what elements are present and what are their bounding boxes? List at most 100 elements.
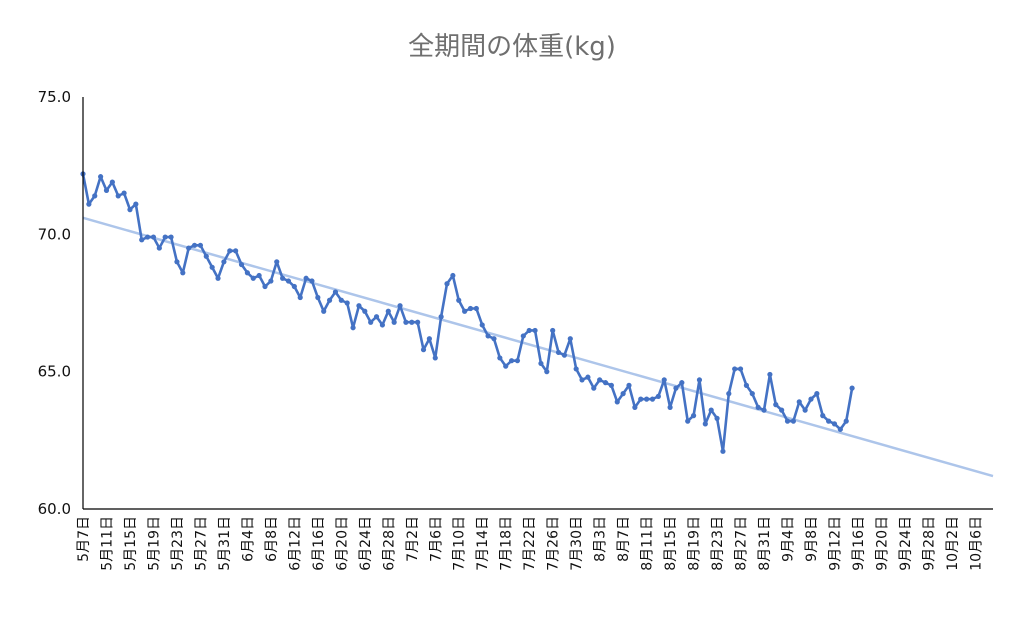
- data-point: [473, 305, 479, 312]
- x-tick-label: 5月31日: [217, 516, 233, 571]
- data-point: [233, 248, 239, 254]
- data-point: [573, 366, 579, 372]
- data-point: [802, 407, 808, 413]
- data-point: [215, 275, 221, 281]
- data-point: [420, 347, 427, 353]
- x-tick-label: 5月11日: [99, 516, 115, 571]
- data-point: [109, 179, 115, 185]
- x-tick-label: 10月2日: [945, 516, 961, 571]
- data-point: [579, 377, 585, 383]
- x-tick-label: 9月4日: [781, 516, 797, 562]
- x-tick-label: 5月7日: [76, 516, 92, 562]
- data-point: [262, 283, 268, 290]
- data-point: [180, 270, 186, 276]
- data-point: [702, 421, 708, 427]
- x-tick-label: 7月22日: [522, 516, 538, 571]
- data-point: [456, 297, 462, 303]
- x-tick-label: 8月27日: [734, 516, 750, 571]
- data-point: [344, 300, 350, 306]
- data-point: [338, 297, 344, 303]
- data-point: [808, 396, 814, 402]
- data-point: [98, 174, 104, 180]
- data-point: [661, 377, 667, 383]
- x-tick-label: 9月12日: [827, 516, 843, 571]
- data-point: [86, 201, 92, 207]
- x-tick-label: 6月16日: [311, 516, 327, 571]
- data-point: [332, 289, 339, 295]
- data-point: [368, 319, 374, 325]
- data-point: [103, 187, 110, 193]
- x-tick-label: 6月8日: [264, 516, 280, 562]
- data-point: [150, 234, 157, 240]
- data-point: [620, 391, 626, 397]
- data-point: [520, 333, 526, 339]
- data-point: [720, 448, 726, 454]
- x-tick-label: 9月20日: [874, 516, 890, 571]
- data-point: [191, 242, 198, 248]
- x-tick-label: 9月24日: [898, 516, 914, 571]
- data-point: [203, 253, 209, 259]
- data-point: [602, 380, 609, 386]
- x-tick-label: 9月16日: [851, 516, 867, 571]
- data-point: [156, 245, 162, 251]
- x-tick-label: 7月30日: [569, 516, 585, 571]
- data-point: [186, 245, 192, 251]
- series-line: [81, 173, 854, 453]
- data-point: [127, 207, 133, 213]
- y-tick-labels: 75.0 70.0 65.0 60.0: [38, 88, 71, 518]
- data-point: [743, 382, 750, 388]
- data-point: [415, 319, 421, 325]
- data-point: [297, 294, 303, 301]
- data-point: [280, 275, 286, 281]
- data-point: [679, 380, 685, 386]
- data-point: [350, 325, 356, 331]
- data-point: [532, 327, 538, 334]
- data-point: [597, 377, 603, 383]
- data-point: [638, 396, 644, 402]
- data-point: [139, 237, 145, 243]
- data-point: [162, 234, 168, 240]
- data-point: [843, 418, 849, 424]
- data-point: [373, 314, 380, 320]
- data-point: [544, 369, 550, 375]
- data-points: [80, 171, 855, 454]
- data-point: [479, 322, 485, 328]
- data-point: [409, 319, 415, 325]
- data-point: [238, 261, 245, 268]
- data-point: [591, 385, 597, 391]
- x-tick-label: 8月15日: [663, 516, 679, 571]
- data-point: [121, 190, 127, 196]
- data-point: [644, 396, 650, 402]
- data-point: [831, 421, 838, 427]
- x-tick-label: 7月26日: [546, 516, 562, 571]
- x-tick-label: 8月3日: [593, 516, 609, 562]
- x-tick-label: 6月24日: [358, 516, 374, 571]
- data-point: [849, 385, 855, 391]
- data-point: [732, 366, 738, 372]
- data-point: [362, 308, 368, 314]
- data-point: [773, 402, 779, 408]
- data-point: [397, 303, 403, 309]
- data-point: [174, 259, 180, 265]
- x-tick-label: 8月19日: [687, 516, 703, 571]
- data-point: [285, 278, 292, 284]
- data-point: [467, 305, 474, 312]
- x-tick-label: 10月6日: [968, 516, 984, 571]
- data-point: [268, 278, 274, 284]
- x-tick-label: 5月23日: [170, 516, 186, 571]
- x-tick-label: 6月4日: [240, 516, 256, 562]
- data-point: [790, 418, 796, 424]
- data-point: [115, 193, 121, 199]
- data-point: [608, 382, 614, 388]
- data-point: [626, 382, 632, 388]
- data-point: [561, 352, 568, 358]
- data-point: [673, 385, 679, 391]
- x-tick-label: 6月20日: [334, 516, 350, 571]
- x-tick-label: 7月18日: [499, 516, 515, 571]
- data-point: [133, 201, 139, 207]
- data-point: [784, 418, 791, 424]
- data-point: [550, 327, 556, 334]
- data-point: [379, 322, 386, 328]
